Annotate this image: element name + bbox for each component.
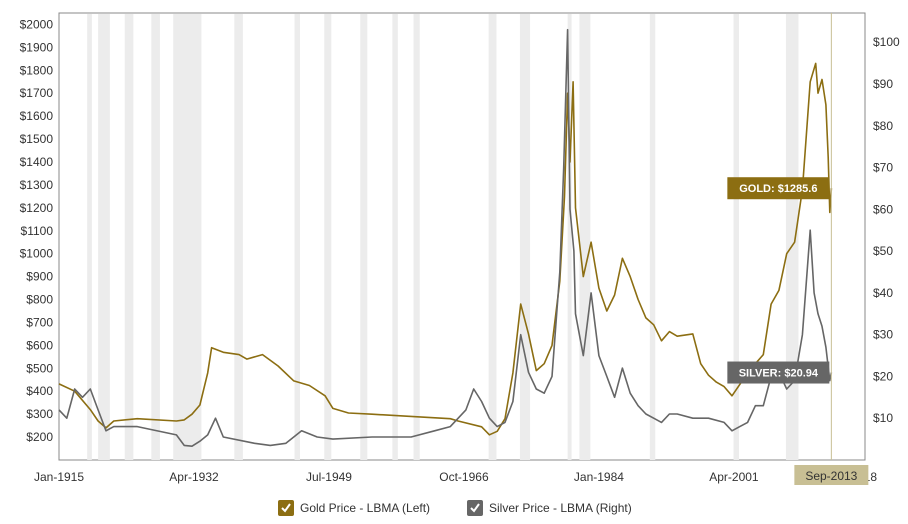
y-right-tick-label: $30 [873, 328, 893, 342]
y-right-tick-label: $100 [873, 35, 900, 49]
x-tick-label: Oct-1966 [439, 470, 489, 484]
x-tick-label: Apr-1932 [169, 470, 219, 484]
series-lines [58, 28, 833, 447]
recession-band [234, 14, 243, 460]
x-tick-label: Jan-1915 [34, 470, 84, 484]
recession-band [324, 14, 332, 460]
y-right-tick-label: $50 [873, 244, 893, 258]
recession-band [579, 14, 591, 460]
y-left-tick-label: $300 [26, 407, 53, 421]
y-left-tick-label: $1300 [20, 178, 54, 192]
recession-band [87, 14, 92, 460]
gold-price-line [58, 62, 833, 436]
recession-band [519, 14, 531, 460]
y-left-tick-label: $1200 [20, 201, 54, 215]
x-tick-label: Jan-1984 [574, 470, 624, 484]
recession-band [294, 14, 301, 460]
y-left-tick-label: $800 [26, 293, 53, 307]
y-left-tick-label: $200 [26, 430, 53, 444]
silver-value-tag-box [727, 361, 830, 384]
y-left-tick-label: $1800 [20, 63, 54, 77]
y-left-tick-label: $1100 [21, 224, 54, 238]
value-tags: GOLD: $1285.6 SILVER: $20.94 Sep-2013 [727, 177, 869, 485]
y-left-tick-label: $1600 [20, 109, 54, 123]
recession-band [151, 14, 160, 460]
y-right-tick-label: $10 [873, 411, 893, 425]
recession-band [173, 14, 202, 460]
y-left-tick-label: $2000 [20, 17, 54, 31]
y-left-tick-label: $600 [26, 338, 53, 352]
legend-label: Gold Price - LBMA (Left) [300, 501, 431, 515]
recession-bands [87, 14, 799, 460]
recession-band [413, 14, 420, 460]
y-left-tick-label: $1400 [20, 155, 54, 169]
plot-border [58, 12, 866, 461]
y-left-tick-label: $1000 [20, 247, 54, 261]
highlight-date-label: Sep-2013 [805, 469, 857, 483]
price-chart[interactable]: $200 $300 $400 $500 $600 $700 $800 $900 $1000 $11… [0, 0, 908, 500]
y-left-tick-label: $1500 [20, 132, 54, 146]
left-axis-ticks: $200 $300 $400 $500 $600 $700 $800 $900 $1000 $11… [20, 17, 54, 444]
recession-band [98, 14, 110, 460]
recession-band [488, 14, 497, 460]
highlight-date-box [794, 465, 869, 485]
checkbox-checked-icon[interactable] [467, 500, 483, 516]
legend-item-silver[interactable]: Silver Price - LBMA (Right) [467, 500, 632, 516]
y-left-tick-label: $900 [26, 270, 53, 284]
recession-band [392, 14, 398, 460]
gold-value-tag: GOLD: $1285.6 [739, 183, 817, 195]
x-tick-label: Jul-1949 [306, 470, 352, 484]
checkbox-checked-icon[interactable] [278, 500, 294, 516]
y-right-tick-label: $90 [873, 77, 893, 91]
legend: Gold Price - LBMA (Left) Silver Price - … [0, 500, 908, 522]
y-left-tick-label: $400 [26, 384, 53, 398]
recession-band [567, 14, 572, 460]
gold-value-tag-box [727, 177, 830, 200]
recession-band [649, 14, 656, 460]
y-left-tick-label: $700 [26, 315, 53, 329]
silver-value-tag: SILVER: $20.94 [739, 368, 819, 380]
recession-band [360, 14, 368, 460]
recession-band [124, 14, 134, 460]
y-right-tick-label: $40 [873, 286, 893, 300]
x-axis-ticks: Jan-1915 Apr-1932 Jul-1949 Oct-1966 Jan-1984… [34, 470, 877, 484]
y-right-tick-label: $70 [873, 161, 893, 175]
y-left-tick-label: $1900 [20, 40, 54, 54]
legend-label: Silver Price - LBMA (Right) [489, 501, 632, 515]
y-right-tick-label: $20 [873, 369, 893, 383]
y-right-tick-label: $80 [873, 119, 893, 133]
right-axis-ticks: $10 $20 $30 $40 $50 $60 $70 $80 $90 $100 [873, 35, 900, 425]
y-left-tick-label: $500 [26, 361, 53, 375]
legend-item-gold[interactable]: Gold Price - LBMA (Left) [278, 500, 430, 516]
y-right-tick-label: $60 [873, 202, 893, 216]
recession-band [785, 14, 799, 460]
recession-band [733, 14, 740, 460]
x-tick-label: Apr-2001 [709, 470, 759, 484]
silver-price-line [58, 28, 833, 447]
y-left-tick-label: $1700 [20, 86, 54, 100]
